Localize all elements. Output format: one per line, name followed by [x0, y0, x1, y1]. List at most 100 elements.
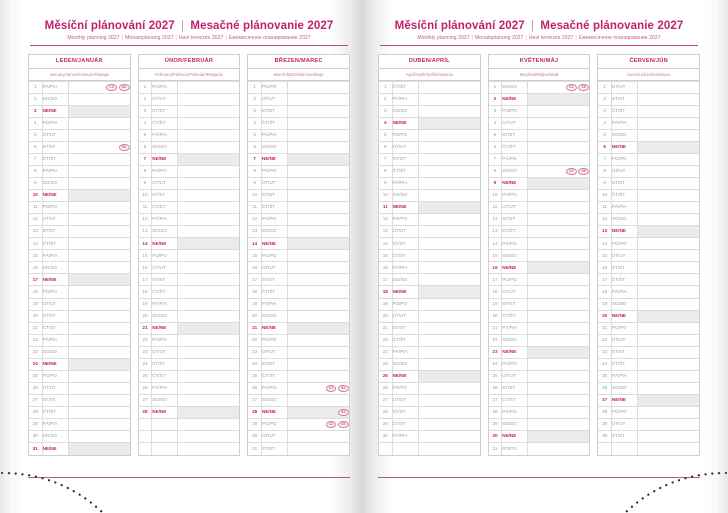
day-note-cell[interactable]: [417, 357, 480, 371]
day-note-cell[interactable]: [287, 321, 350, 335]
day-note-cell[interactable]: [527, 393, 590, 407]
day-note-cell[interactable]: [417, 430, 480, 443]
day-note-cell[interactable]: [287, 345, 350, 359]
day-note-cell[interactable]: CZ SK: [67, 80, 130, 94]
day-note-cell[interactable]: [287, 104, 350, 118]
day-note-cell[interactable]: [637, 369, 700, 383]
day-note-cell[interactable]: [417, 92, 480, 106]
day-note-cell[interactable]: [417, 177, 480, 190]
day-note-cell[interactable]: [177, 345, 240, 359]
day-note-cell[interactable]: [417, 261, 480, 274]
day-note-cell[interactable]: [177, 237, 240, 250]
day-note-cell[interactable]: [417, 116, 480, 130]
day-note-cell[interactable]: [417, 297, 480, 311]
day-note-cell[interactable]: [527, 249, 590, 262]
day-note-cell[interactable]: [527, 261, 590, 274]
day-note-cell[interactable]: SK: [67, 140, 130, 154]
day-note-cell[interactable]: [527, 309, 590, 323]
day-note-cell[interactable]: [527, 189, 590, 202]
day-note-cell[interactable]: [637, 357, 700, 371]
day-note-cell[interactable]: [527, 417, 590, 431]
day-note-cell[interactable]: [527, 430, 590, 443]
day-note-cell[interactable]: [637, 309, 700, 323]
day-note-cell[interactable]: [637, 297, 700, 311]
day-note-cell[interactable]: [287, 189, 350, 202]
day-note-cell[interactable]: [637, 321, 700, 335]
day-note-cell[interactable]: SK: [287, 405, 350, 419]
day-note-cell[interactable]: [177, 225, 240, 238]
day-note-cell[interactable]: [637, 152, 700, 166]
day-note-cell[interactable]: [67, 442, 130, 455]
day-note-cell[interactable]: [177, 152, 240, 166]
day-note-cell[interactable]: [637, 417, 700, 431]
day-note-cell[interactable]: [287, 285, 350, 299]
day-note-cell[interactable]: [527, 357, 590, 371]
day-note-cell[interactable]: [527, 381, 590, 395]
day-note-cell[interactable]: [417, 80, 480, 94]
day-note-cell[interactable]: [67, 333, 130, 347]
day-note-cell[interactable]: [177, 261, 240, 274]
day-note-cell[interactable]: [177, 417, 240, 431]
day-note-cell[interactable]: [177, 273, 240, 286]
day-note-cell[interactable]: [177, 104, 240, 118]
day-note-cell[interactable]: [417, 442, 480, 455]
day-note-cell[interactable]: [417, 273, 480, 286]
day-note-cell[interactable]: [417, 140, 480, 154]
day-note-cell[interactable]: [637, 393, 700, 407]
day-note-cell[interactable]: [527, 285, 590, 299]
day-note-cell[interactable]: [287, 92, 350, 106]
day-note-cell[interactable]: [287, 177, 350, 190]
day-note-cell[interactable]: [287, 309, 350, 323]
day-note-cell[interactable]: [417, 249, 480, 262]
day-note-cell[interactable]: [67, 128, 130, 142]
day-note-cell[interactable]: [527, 442, 590, 455]
day-note-cell[interactable]: [637, 128, 700, 142]
day-note-cell[interactable]: [417, 104, 480, 118]
day-note-cell[interactable]: [67, 249, 130, 262]
day-note-cell[interactable]: [177, 249, 240, 262]
day-note-cell[interactable]: [637, 116, 700, 130]
day-note-cell[interactable]: [527, 321, 590, 335]
day-note-cell[interactable]: [637, 261, 700, 274]
day-note-cell[interactable]: [177, 369, 240, 383]
day-note-cell[interactable]: [417, 333, 480, 347]
day-note-cell[interactable]: [177, 405, 240, 419]
day-note-cell[interactable]: [67, 237, 130, 250]
day-note-cell[interactable]: [637, 92, 700, 106]
day-note-cell[interactable]: [287, 430, 350, 443]
day-note-cell[interactable]: [527, 237, 590, 250]
day-note-cell[interactable]: [637, 140, 700, 154]
day-note-cell[interactable]: [637, 273, 700, 286]
day-note-cell[interactable]: [67, 381, 130, 395]
day-note-cell[interactable]: [527, 201, 590, 214]
day-note-cell[interactable]: [287, 297, 350, 311]
day-note-cell[interactable]: [177, 333, 240, 347]
day-note-cell[interactable]: [637, 442, 700, 455]
day-note-cell[interactable]: [67, 285, 130, 299]
day-note-cell[interactable]: [67, 357, 130, 371]
day-note-cell[interactable]: [637, 249, 700, 262]
day-note-cell[interactable]: [637, 177, 700, 190]
day-note-cell[interactable]: CZ SK: [287, 381, 350, 395]
day-note-cell[interactable]: [417, 164, 480, 178]
day-note-cell[interactable]: [287, 140, 350, 154]
day-note-cell[interactable]: [527, 104, 590, 118]
day-note-cell[interactable]: [177, 201, 240, 214]
day-note-cell[interactable]: [527, 128, 590, 142]
day-note-cell[interactable]: CZ SK: [527, 164, 590, 178]
day-note-cell[interactable]: [637, 237, 700, 250]
day-note-cell[interactable]: [287, 80, 350, 94]
day-note-cell[interactable]: [67, 225, 130, 238]
day-note-cell[interactable]: [287, 357, 350, 371]
day-note-cell[interactable]: [177, 92, 240, 106]
day-note-cell[interactable]: [287, 201, 350, 214]
day-note-cell[interactable]: [417, 128, 480, 142]
day-note-cell[interactable]: [637, 164, 700, 178]
day-note-cell[interactable]: [417, 345, 480, 359]
day-note-cell[interactable]: [637, 430, 700, 443]
day-note-cell[interactable]: [67, 261, 130, 274]
day-note-cell[interactable]: [177, 116, 240, 130]
day-note-cell[interactable]: [637, 80, 700, 94]
day-note-cell[interactable]: [637, 225, 700, 238]
day-note-cell[interactable]: [67, 177, 130, 190]
